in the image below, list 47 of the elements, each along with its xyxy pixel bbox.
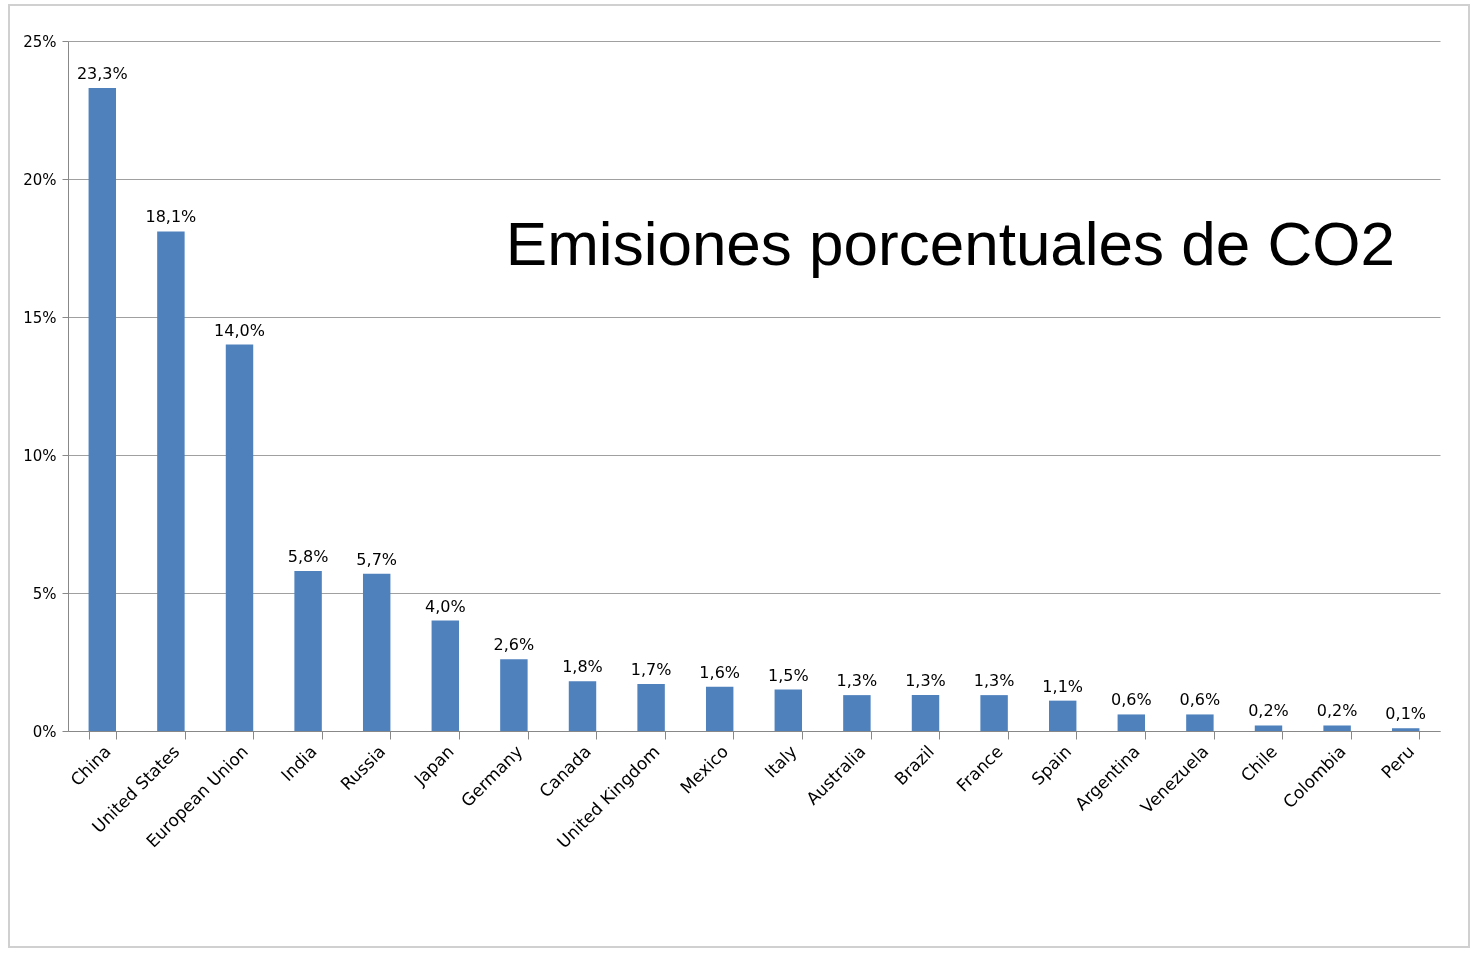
bar bbox=[1186, 714, 1214, 731]
bar bbox=[843, 695, 871, 731]
data-label: 0,6% bbox=[1110, 690, 1152, 710]
data-label: 2,6% bbox=[493, 635, 535, 655]
data-label: 1,6% bbox=[699, 662, 741, 682]
y-tick-label: 15% bbox=[23, 308, 57, 327]
text: Emisiones porcentuales de CO2 bbox=[505, 209, 1395, 278]
data-label: 0,6% bbox=[1179, 690, 1221, 710]
data-label: 1,5% bbox=[767, 665, 809, 685]
data-label: 1,7% bbox=[630, 660, 672, 680]
y-tick-label: 25% bbox=[23, 32, 57, 51]
data-label: 5,8% bbox=[287, 546, 329, 566]
y-tick-label: 0% bbox=[32, 722, 57, 741]
y-tick-label: 20% bbox=[23, 170, 57, 189]
bar bbox=[225, 344, 254, 731]
bar bbox=[1048, 700, 1077, 731]
data-label: 0,2% bbox=[1316, 701, 1358, 721]
bar bbox=[774, 689, 803, 731]
bar bbox=[294, 570, 322, 731]
data-label: 1,3% bbox=[905, 671, 946, 691]
bar bbox=[157, 231, 185, 731]
data-label: 14,0% bbox=[214, 320, 265, 340]
data-label: 0,1% bbox=[1385, 704, 1427, 724]
bar bbox=[500, 659, 528, 731]
data-label: 18,1% bbox=[145, 207, 197, 227]
bar bbox=[1254, 725, 1283, 731]
data-label: 1,3% bbox=[836, 671, 878, 691]
bar bbox=[637, 684, 665, 731]
data-label: 4,0% bbox=[424, 596, 466, 616]
bar bbox=[1117, 714, 1146, 731]
data-label: 0,2% bbox=[1248, 701, 1289, 721]
data-label: 1,1% bbox=[1042, 676, 1084, 696]
bar bbox=[911, 695, 940, 731]
data-label: 5,7% bbox=[356, 549, 398, 569]
bar bbox=[1323, 725, 1351, 731]
bar bbox=[568, 681, 597, 731]
bar bbox=[88, 87, 117, 731]
bar bbox=[705, 686, 734, 731]
data-label: 1,3% bbox=[973, 671, 1015, 691]
data-label: 1,8% bbox=[562, 657, 603, 677]
bar bbox=[431, 620, 460, 731]
bar bbox=[1391, 728, 1420, 731]
bar bbox=[980, 695, 1008, 731]
y-tick-label: 5% bbox=[32, 584, 57, 603]
data-label: 23,3% bbox=[76, 63, 128, 83]
y-tick-label: 10% bbox=[23, 446, 57, 465]
bar bbox=[362, 573, 391, 731]
